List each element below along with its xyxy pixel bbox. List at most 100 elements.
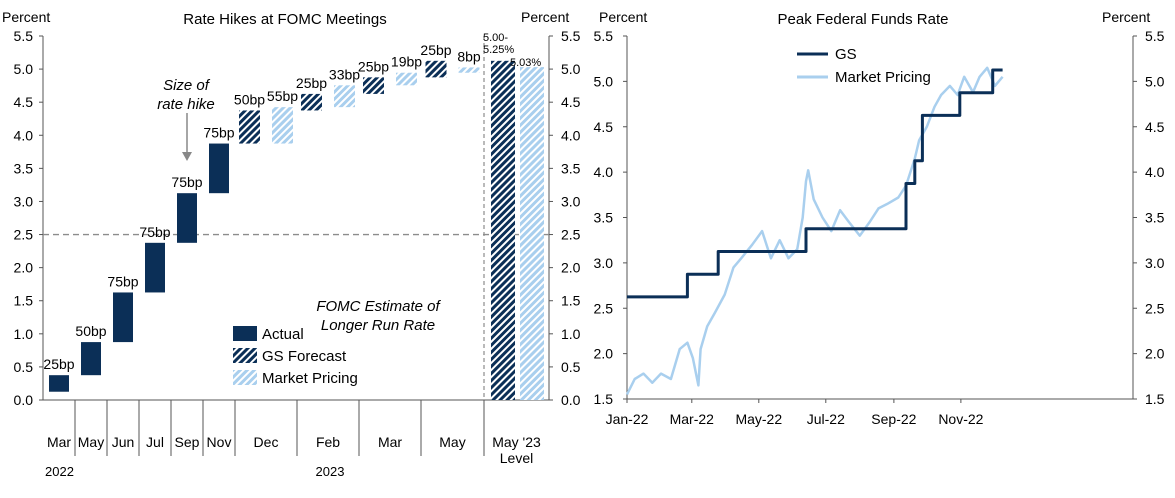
- right-y-tick-label: 5.5: [1145, 28, 1165, 44]
- bar-actual: [49, 375, 69, 392]
- right-y-tick-label: 2.5: [1145, 300, 1165, 316]
- series-line-gs: [627, 68, 1003, 299]
- right-y-tick-label: 5.0: [1145, 73, 1165, 89]
- x-tick-label: Nov-22: [938, 411, 983, 427]
- right-y-tick-label: 2.0: [1145, 346, 1165, 362]
- level-label-gs: 5.00-5.25%: [483, 32, 514, 56]
- right-y-tick-label: 4.0: [561, 127, 581, 143]
- bar-gs-forecast: [239, 110, 260, 144]
- bar-market-pricing: [396, 72, 417, 86]
- level-bar-market-pricing: [520, 67, 544, 400]
- bar-market-pricing: [458, 67, 480, 73]
- level-bar-gs-forecast: [491, 60, 515, 401]
- y-tick-label: 1.0: [14, 326, 34, 342]
- x-tick-label: Sep: [175, 434, 200, 450]
- bar-actual: [145, 242, 165, 293]
- legend-swatch-actual: [233, 326, 257, 341]
- x-tick-label: Mar: [47, 434, 71, 450]
- bar-market-pricing: [272, 107, 293, 144]
- y-tick-label: 5.0: [594, 73, 614, 89]
- x-tick-label: May '23 Level: [492, 434, 541, 466]
- y-tick-label: 1.5: [594, 391, 614, 407]
- bar-actual: [81, 342, 101, 376]
- y-tick-label: 3.0: [14, 193, 34, 209]
- x-tick-label: Jan-22: [606, 411, 649, 427]
- y-tick-label: 2.5: [14, 227, 34, 243]
- right-y-tick-label: 4.5: [561, 94, 581, 110]
- bar-label: 19bp: [391, 54, 422, 70]
- right-y-tick-label: 3.5: [561, 160, 581, 176]
- rate-hikes-chart: 0.0 0.5 1.0 1.5 2.0 2.5 3.0 3.5 4.0 4.5 5.0 5.5 0.0 0…: [2, 9, 581, 479]
- right-y-axis-title: Percent: [521, 9, 569, 25]
- x-tick-label: Sep-22: [871, 411, 916, 427]
- level-label-market: 5.03%: [510, 57, 541, 69]
- y-tick-label: 4.0: [594, 164, 614, 180]
- right-y-tick-label: 2.5: [561, 227, 581, 243]
- hike-size-annotation: Size of rate hike: [157, 77, 215, 113]
- bar-label: 75bp: [139, 224, 170, 240]
- bar-actual: [177, 193, 197, 243]
- legend-label: GS Forecast: [262, 348, 347, 365]
- legend-label: GS: [835, 46, 857, 63]
- x-tick-label: Jun: [112, 434, 135, 450]
- right-y-tick-label: 0.5: [561, 359, 581, 375]
- chart-title: Peak Federal Funds Rate: [778, 11, 949, 28]
- x-tick-label: May-22: [735, 411, 782, 427]
- x-tick-label: Mar-22: [670, 411, 715, 427]
- peak-fed-funds-chart: 1.5 2.0 2.5 3.0 3.5 4.0 4.5 5.0 5.5 1.5 2.0 2.5 3.0 3…: [594, 9, 1165, 427]
- y-tick-label: 2.5: [594, 300, 614, 316]
- y-tick-label: 5.5: [594, 28, 614, 44]
- chart-title: Rate Hikes at FOMC Meetings: [183, 11, 386, 28]
- right-y-tick-label: 5.0: [561, 61, 581, 77]
- bar-label: 50bp: [75, 323, 106, 339]
- x-tick-label: May: [78, 434, 104, 450]
- annotation-arrowhead: [182, 152, 192, 161]
- legend-swatch-gs-forecast: [233, 348, 257, 363]
- y-tick-label: 4.0: [14, 127, 34, 143]
- y-tick-label: 2.0: [594, 346, 614, 362]
- x-tick-label: May: [439, 434, 465, 450]
- bar-gs-forecast: [363, 77, 384, 94]
- right-y-tick-label: 3.5: [1145, 210, 1165, 226]
- bar-label: 8bp: [457, 48, 481, 64]
- x-tick-label: Feb: [316, 434, 340, 450]
- bar-label: 25bp: [358, 58, 389, 74]
- bar-actual: [113, 292, 133, 343]
- legend-label: Market Pricing: [835, 69, 931, 86]
- y-tick-label: 3.5: [594, 210, 614, 226]
- y-tick-label: 0.0: [14, 392, 34, 408]
- right-y-axis-title: Percent: [1102, 9, 1150, 25]
- right-y-tick-label: 1.5: [561, 293, 581, 309]
- right-y-tick-label: 3.0: [1145, 255, 1165, 271]
- series-line-market-pricing: [625, 66, 1004, 396]
- x-tick-label: Nov: [207, 434, 232, 450]
- legend-label: Market Pricing: [262, 370, 358, 387]
- longer-run-rate-label: FOMC Estimate of Longer Run Rate: [316, 298, 441, 334]
- bar-label: 55bp: [267, 88, 298, 104]
- left-y-axis-title: Percent: [599, 9, 647, 25]
- bar-label: 33bp: [329, 66, 360, 82]
- y-tick-label: 4.5: [14, 94, 34, 110]
- year-label-2023: 2023: [316, 464, 345, 479]
- legend-label: Actual: [262, 326, 304, 343]
- y-tick-label: 4.5: [594, 119, 614, 135]
- left-y-axis-title: Percent: [2, 9, 50, 25]
- right-y-tick-label: 4.5: [1145, 119, 1165, 135]
- x-tick-label: Jul: [146, 434, 164, 450]
- legend-swatch-market-pricing: [233, 370, 257, 385]
- right-y-tick-label: 1.0: [561, 326, 581, 342]
- right-y-tick-label: 5.5: [561, 28, 581, 44]
- right-y-tick-label: 0.0: [561, 392, 581, 408]
- bar-actual: [209, 143, 229, 194]
- x-tick-label: Jul-22: [807, 411, 845, 427]
- right-y-tick-label: 2.0: [561, 260, 581, 276]
- y-tick-label: 3.5: [14, 160, 34, 176]
- y-tick-label: 5.0: [14, 61, 34, 77]
- x-tick-label: Mar: [378, 434, 402, 450]
- y-tick-label: 2.0: [14, 260, 34, 276]
- legend: Actual GS Forecast Market Pricing: [233, 326, 358, 387]
- right-y-tick-label: 3.0: [561, 193, 581, 209]
- right-y-tick-label: 4.0: [1145, 164, 1165, 180]
